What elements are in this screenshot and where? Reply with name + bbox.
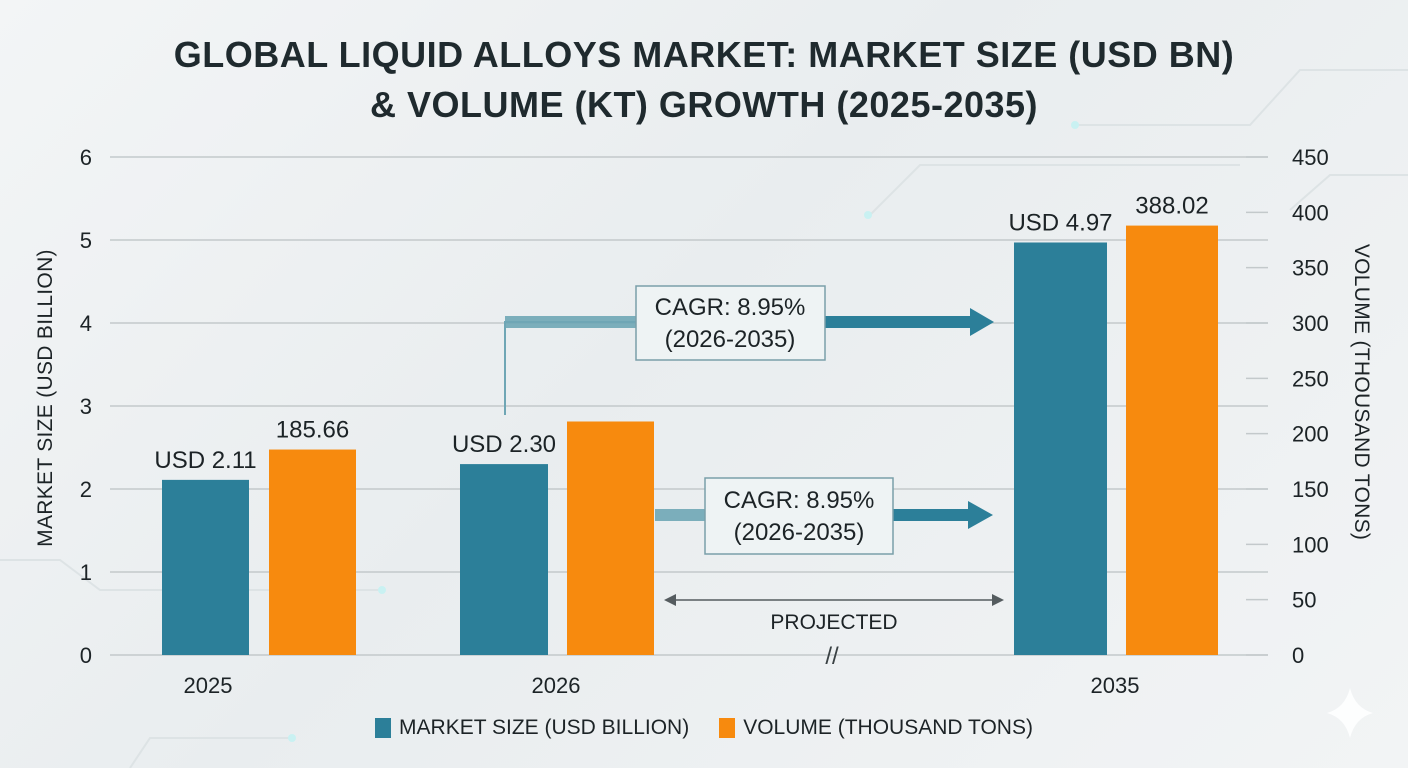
axis-break-mark: // [825, 643, 839, 670]
cagr-top-box [635, 285, 826, 361]
cagr-top-line-2: (2026-2035) [665, 326, 796, 353]
y-tick-right-150: 150 [1292, 477, 1329, 502]
y-tick-left-2: 2 [80, 477, 92, 502]
sparkle-icon [1327, 688, 1373, 738]
legend-swatch-volume [719, 718, 736, 738]
cagr-top-arrow-tail [505, 316, 640, 328]
bar-market-size-2035 [1014, 242, 1107, 656]
bar-market-size-2025 [162, 479, 249, 655]
cagr-top-connector [504, 321, 640, 415]
data-label-volume-2035: 388.02 [1135, 193, 1208, 220]
x-tick-2026: 2026 [532, 673, 581, 698]
cagr-top-arrow-shaft [825, 316, 973, 328]
y-tick-right-0: 0 [1292, 643, 1304, 668]
cagr-bottom-arrow-head [968, 501, 993, 529]
y-tick-left-1: 1 [80, 560, 92, 585]
y-tick-right-400: 400 [1292, 200, 1329, 225]
projected-label: PROJECTED [770, 611, 897, 634]
y-tick-right-450: 450 [1292, 145, 1329, 170]
chart-title-line-1: GLOBAL LIQUID ALLOYS MARKET: MARKET SIZE… [173, 34, 1235, 75]
y-tick-right-250: 250 [1292, 366, 1329, 391]
chart-title: GLOBAL LIQUID ALLOYS MARKET: MARKET SIZE… [0, 30, 1408, 130]
legend-item-volume: VOLUME (THOUSAND TONS) [719, 716, 1033, 740]
legend: MARKET SIZE (USD BILLION) VOLUME (THOUSA… [0, 716, 1408, 740]
legend-swatch-market-size [375, 718, 392, 738]
y-tick-right-100: 100 [1292, 532, 1329, 557]
legend-item-market-size: MARKET SIZE (USD BILLION) [375, 716, 689, 740]
projected-arrow-right [992, 594, 1004, 606]
data-label-volume-2025: 185.66 [276, 417, 349, 444]
chart-title-line-2: & VOLUME (KT) GROWTH (2025-2035) [369, 84, 1039, 125]
x-tick-2035: 2035 [1091, 673, 1140, 698]
cagr-bottom-line-1: CAGR: 8.95% [724, 487, 875, 514]
bar-market-size-2026 [460, 464, 548, 655]
cagr-bottom-box [704, 477, 894, 555]
bar-volume-2035 [1126, 225, 1218, 656]
bar-volume-2025 [269, 449, 356, 655]
cagr-top-arrow-head [970, 308, 994, 336]
y-tick-left-3: 3 [80, 394, 92, 419]
data-label-market-size-2035: USD 4.97 [1008, 209, 1112, 236]
data-label-market-size-2026: USD 2.30 [452, 431, 556, 458]
y-tick-left-4: 4 [80, 311, 92, 336]
y-tick-right-200: 200 [1292, 422, 1329, 447]
cagr-bottom-line-2: (2026-2035) [734, 519, 865, 546]
legend-label-volume: VOLUME (THOUSAND TONS) [743, 716, 1033, 739]
projected-arrow-left [664, 594, 676, 606]
x-tick-2025: 2025 [184, 673, 233, 698]
data-label-market-size-2025: USD 2.11 [154, 447, 256, 474]
bar-volume-2026 [567, 421, 654, 655]
y-tick-left-5: 5 [80, 228, 92, 253]
y-tick-right-350: 350 [1292, 256, 1329, 281]
y-tick-left-6: 6 [80, 145, 92, 170]
cagr-bottom-arrow-shaft [893, 509, 971, 521]
cagr-bottom-arrow-tail [655, 509, 707, 521]
legend-label-market-size: MARKET SIZE (USD BILLION) [399, 716, 690, 739]
y-tick-right-50: 50 [1292, 588, 1316, 613]
y-tick-left-0: 0 [80, 643, 92, 668]
y-tick-right-300: 300 [1292, 311, 1329, 336]
cagr-top-line-1: CAGR: 8.95% [655, 294, 806, 321]
